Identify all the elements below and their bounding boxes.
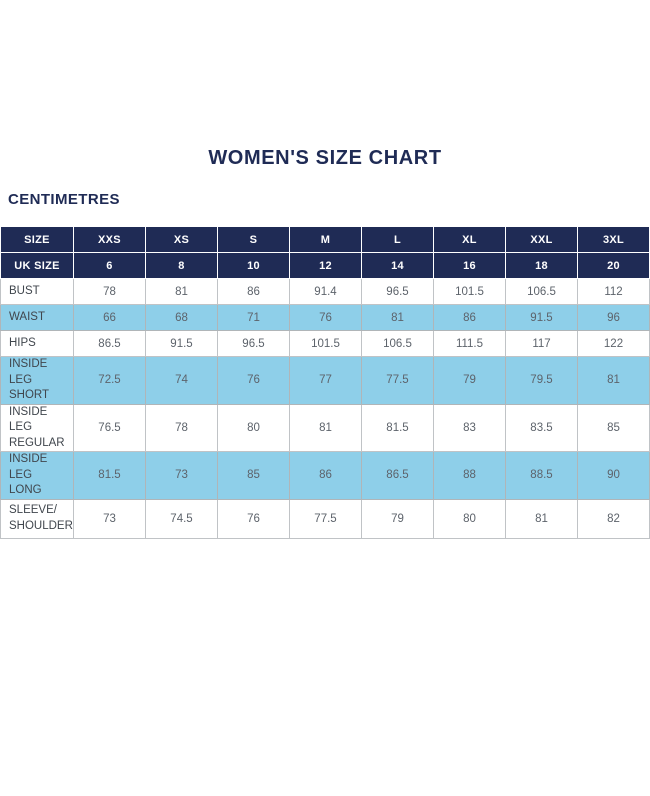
value-cell: 68 <box>145 304 218 331</box>
value-cell: 86 <box>217 278 290 305</box>
row-label: INSIDE LEG REGULAR <box>0 403 74 453</box>
value-cell: 20 <box>577 252 650 279</box>
value-cell: 77.5 <box>289 498 362 539</box>
column-header: XS <box>145 226 218 253</box>
value-cell: 14 <box>361 252 434 279</box>
value-cell: 101.5 <box>289 330 362 357</box>
value-cell: 71 <box>217 304 290 331</box>
table-row: HIPS 86.5 91.5 96.5 101.5 106.5 111.5 117 122 <box>0 330 650 357</box>
value-cell: 81 <box>505 498 578 539</box>
value-cell: 73 <box>145 451 218 500</box>
table-row: UK SIZE 6 8 10 12 14 16 18 20 <box>0 252 650 279</box>
value-cell: 81.5 <box>361 403 434 453</box>
value-cell: 91.5 <box>145 330 218 357</box>
row-label: UK SIZE <box>0 252 74 279</box>
row-label: SLEEVE/ SHOULDER <box>0 498 74 539</box>
value-cell: 77 <box>289 356 362 405</box>
value-cell: 86.5 <box>361 451 434 500</box>
value-cell: 91.4 <box>289 278 362 305</box>
value-cell: 81.5 <box>73 451 146 500</box>
units-label: CENTIMETRES <box>8 191 120 208</box>
value-cell: 106.5 <box>361 330 434 357</box>
table-row: INSIDE LEG REGULAR 76.5 78 80 81 81.5 83 83.5 85 <box>0 403 650 453</box>
value-cell: 76.5 <box>73 403 146 453</box>
row-label: WAIST <box>0 304 74 331</box>
table-row: BUST 78 81 86 91.4 96.5 101.5 106.5 112 <box>0 278 650 305</box>
value-cell: 86 <box>289 451 362 500</box>
size-chart-table: SIZE XXS XS S M L XL XXL 3XL UK SIZE 6 8 10 12 14 16 18… <box>0 226 650 539</box>
value-cell: 73 <box>73 498 146 539</box>
value-cell: 86.5 <box>73 330 146 357</box>
value-cell: 80 <box>433 498 506 539</box>
value-cell: 83.5 <box>505 403 578 453</box>
value-cell: 10 <box>217 252 290 279</box>
value-cell: 16 <box>433 252 506 279</box>
value-cell: 77.5 <box>361 356 434 405</box>
row-label: HIPS <box>0 330 74 357</box>
value-cell: 117 <box>505 330 578 357</box>
value-cell: 78 <box>145 403 218 453</box>
value-cell: 85 <box>217 451 290 500</box>
value-cell: 74.5 <box>145 498 218 539</box>
table-row: WAIST 66 68 71 76 81 86 91.5 96 <box>0 304 650 331</box>
value-cell: 112 <box>577 278 650 305</box>
value-cell: 90 <box>577 451 650 500</box>
column-header: S <box>217 226 290 253</box>
value-cell: 18 <box>505 252 578 279</box>
value-cell: 82 <box>577 498 650 539</box>
table-row: INSIDE LEG SHORT 72.5 74 76 77 77.5 79 79.5 81 <box>0 356 650 405</box>
value-cell: 86 <box>433 304 506 331</box>
value-cell: 8 <box>145 252 218 279</box>
page-title: WOMEN'S SIZE CHART <box>208 147 442 169</box>
value-cell: 83 <box>433 403 506 453</box>
size-header-row: SIZE XXS XS S M L XL XXL 3XL <box>0 226 650 253</box>
column-header: 3XL <box>577 226 650 253</box>
value-cell: 76 <box>217 356 290 405</box>
row-label: BUST <box>0 278 74 305</box>
value-cell: 122 <box>577 330 650 357</box>
value-cell: 88.5 <box>505 451 578 500</box>
table-row: SLEEVE/ SHOULDER 73 74.5 76 77.5 79 80 81 82 <box>0 498 650 539</box>
column-header: XXS <box>73 226 146 253</box>
value-cell: 81 <box>289 403 362 453</box>
value-cell: 79 <box>433 356 506 405</box>
value-cell: 78 <box>73 278 146 305</box>
value-cell: 76 <box>217 498 290 539</box>
row-label: INSIDE LEG LONG <box>0 451 74 500</box>
column-header: XL <box>433 226 506 253</box>
value-cell: 81 <box>577 356 650 405</box>
size-table-body: SIZE XXS XS S M L XL XXL 3XL UK SIZE 6 8 10 12 14 16 18… <box>0 226 650 539</box>
row-label: INSIDE LEG SHORT <box>0 356 74 405</box>
value-cell: 96 <box>577 304 650 331</box>
value-cell: 81 <box>361 304 434 331</box>
column-header-label: SIZE <box>0 226 74 253</box>
column-header: XXL <box>505 226 578 253</box>
value-cell: 12 <box>289 252 362 279</box>
column-header: M <box>289 226 362 253</box>
value-cell: 96.5 <box>361 278 434 305</box>
value-cell: 101.5 <box>433 278 506 305</box>
value-cell: 66 <box>73 304 146 331</box>
value-cell: 80 <box>217 403 290 453</box>
value-cell: 88 <box>433 451 506 500</box>
column-header: L <box>361 226 434 253</box>
value-cell: 85 <box>577 403 650 453</box>
value-cell: 74 <box>145 356 218 405</box>
value-cell: 79 <box>361 498 434 539</box>
value-cell: 106.5 <box>505 278 578 305</box>
value-cell: 6 <box>73 252 146 279</box>
value-cell: 81 <box>145 278 218 305</box>
value-cell: 79.5 <box>505 356 578 405</box>
value-cell: 111.5 <box>433 330 506 357</box>
value-cell: 76 <box>289 304 362 331</box>
value-cell: 96.5 <box>217 330 290 357</box>
table-row: INSIDE LEG LONG 81.5 73 85 86 86.5 88 88.5 90 <box>0 451 650 500</box>
value-cell: 91.5 <box>505 304 578 331</box>
value-cell: 72.5 <box>73 356 146 405</box>
